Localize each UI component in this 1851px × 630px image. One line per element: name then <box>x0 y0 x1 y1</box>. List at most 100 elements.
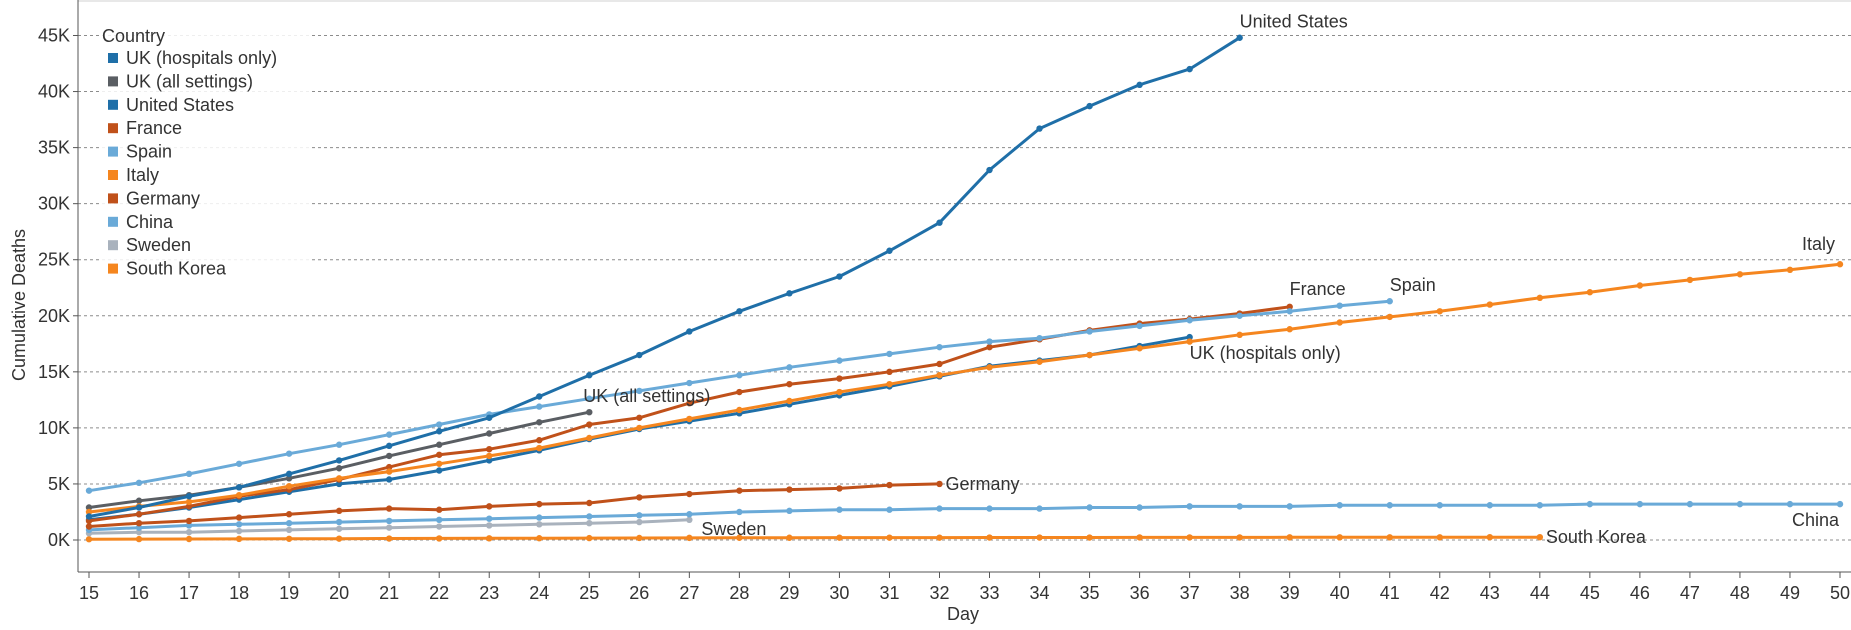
data-point-china <box>1236 503 1242 509</box>
data-point-spain <box>236 461 242 467</box>
data-point-united-states <box>436 428 442 434</box>
data-point-south-korea <box>236 536 242 542</box>
data-point-germany <box>236 514 242 520</box>
data-point-spain <box>886 351 892 357</box>
data-point-italy <box>1236 332 1242 338</box>
data-point-italy <box>536 445 542 451</box>
data-point-france <box>786 381 792 387</box>
data-point-italy <box>336 475 342 481</box>
x-tick-label: 21 <box>379 583 399 603</box>
data-point-south-korea <box>1387 534 1393 540</box>
series-label-south-korea: South Korea <box>1546 527 1647 547</box>
data-point-germany <box>686 491 692 497</box>
data-point-china <box>1437 502 1443 508</box>
data-point-germany <box>186 518 192 524</box>
y-tick-label: 10K <box>38 418 70 438</box>
data-point-south-korea <box>886 534 892 540</box>
data-point-south-korea <box>1136 534 1142 540</box>
data-point-germany <box>136 520 142 526</box>
data-point-italy <box>1737 271 1743 277</box>
data-point-france <box>736 389 742 395</box>
data-point-spain <box>1086 328 1092 334</box>
data-point-china <box>386 518 392 524</box>
legend-item-label: Spain <box>126 142 172 162</box>
legend-swatch <box>108 170 118 180</box>
x-tick-label: 41 <box>1380 583 1400 603</box>
data-point-china <box>1687 501 1693 507</box>
data-point-south-korea <box>1437 534 1443 540</box>
data-point-germany <box>636 494 642 500</box>
data-point-germany <box>736 487 742 493</box>
data-point-china <box>1587 501 1593 507</box>
data-point-south-korea <box>636 535 642 541</box>
data-point-united-states <box>936 220 942 226</box>
data-point-italy <box>1387 314 1393 320</box>
x-tick-label: 45 <box>1580 583 1600 603</box>
data-point-germany <box>436 507 442 513</box>
data-point-china <box>1186 503 1192 509</box>
data-point-uk-all-settings <box>486 430 492 436</box>
data-point-south-korea <box>686 535 692 541</box>
x-tick-label: 30 <box>829 583 849 603</box>
data-point-italy <box>1537 295 1543 301</box>
data-point-italy <box>736 407 742 413</box>
data-point-south-korea <box>336 535 342 541</box>
data-point-china <box>636 512 642 518</box>
legend-swatch <box>108 76 118 86</box>
data-point-uk-all-settings <box>386 453 392 459</box>
x-tick-label: 26 <box>629 583 649 603</box>
data-point-spain <box>1337 302 1343 308</box>
x-tick-label: 38 <box>1230 583 1250 603</box>
legend-swatch <box>108 147 118 157</box>
data-point-italy <box>436 461 442 467</box>
data-point-united-states <box>1036 125 1042 131</box>
data-point-spain <box>136 480 142 486</box>
data-point-uk-hospitals-only <box>386 476 392 482</box>
legend-swatch <box>108 193 118 203</box>
data-point-sweden <box>486 522 492 528</box>
legend-item-label: Italy <box>126 165 159 185</box>
data-point-uk-all-settings <box>336 465 342 471</box>
data-point-china <box>536 514 542 520</box>
y-tick-label: 45K <box>38 26 70 46</box>
data-point-germany <box>386 505 392 511</box>
data-point-united-states <box>986 167 992 173</box>
x-tick-label: 20 <box>329 583 349 603</box>
y-tick-label: 25K <box>38 250 70 270</box>
legend-item-label: South Korea <box>126 259 227 279</box>
x-tick-label: 47 <box>1680 583 1700 603</box>
data-point-south-korea <box>1036 534 1042 540</box>
x-tick-label: 35 <box>1080 583 1100 603</box>
data-point-italy <box>686 416 692 422</box>
data-point-france <box>636 415 642 421</box>
series-label-germany: Germany <box>945 474 1019 494</box>
data-point-italy <box>486 453 492 459</box>
data-point-spain <box>1136 323 1142 329</box>
data-point-south-korea <box>136 536 142 542</box>
x-tick-label: 36 <box>1130 583 1150 603</box>
data-point-south-korea <box>286 536 292 542</box>
data-point-italy <box>1337 319 1343 325</box>
x-tick-label: 42 <box>1430 583 1450 603</box>
legend-swatch <box>108 53 118 63</box>
data-point-spain <box>786 364 792 370</box>
data-point-sweden <box>586 520 592 526</box>
data-point-south-korea <box>536 535 542 541</box>
data-point-spain <box>986 338 992 344</box>
series-end-labels: United StatesItalySpainFranceUK (hospita… <box>583 12 1840 547</box>
data-point-united-states <box>1136 82 1142 88</box>
data-point-spain <box>936 344 942 350</box>
data-point-france <box>436 452 442 458</box>
data-point-uk-all-settings <box>586 409 592 415</box>
legend-item-label: Germany <box>126 188 200 208</box>
data-point-united-states <box>486 415 492 421</box>
y-tick-label: 15K <box>38 362 70 382</box>
data-point-south-korea <box>386 535 392 541</box>
data-point-sweden <box>536 521 542 527</box>
data-point-united-states <box>336 457 342 463</box>
data-point-italy <box>836 389 842 395</box>
legend-item-label: France <box>126 118 182 138</box>
x-tick-label: 29 <box>779 583 799 603</box>
data-point-italy <box>886 381 892 387</box>
data-point-germany <box>536 501 542 507</box>
